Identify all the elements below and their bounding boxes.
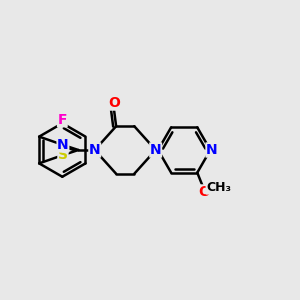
Text: CH₃: CH₃ (206, 181, 231, 194)
Text: N: N (89, 143, 100, 157)
Text: N: N (206, 143, 218, 157)
Text: O: O (198, 185, 210, 199)
Text: N: N (150, 143, 161, 157)
Text: S: S (58, 148, 68, 162)
Text: N: N (57, 138, 69, 152)
Text: O: O (108, 96, 120, 110)
Text: F: F (58, 113, 67, 127)
